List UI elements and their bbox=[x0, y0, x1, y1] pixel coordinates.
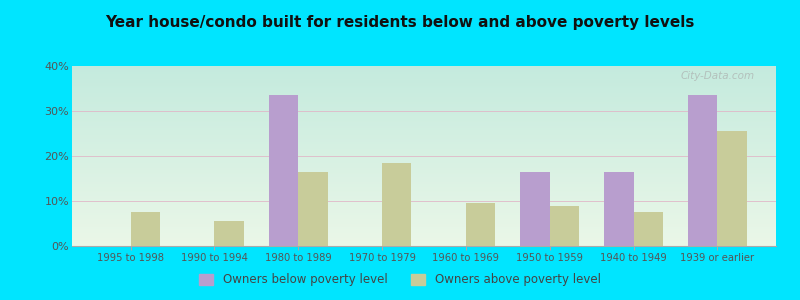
Bar bbox=[298, 172, 328, 246]
Bar bbox=[269, 95, 298, 246]
Bar bbox=[634, 212, 663, 246]
Bar bbox=[718, 131, 746, 246]
Bar bbox=[130, 212, 160, 246]
Legend: Owners below poverty level, Owners above poverty level: Owners below poverty level, Owners above… bbox=[194, 269, 606, 291]
Bar bbox=[604, 172, 634, 246]
Bar bbox=[550, 206, 579, 246]
Bar bbox=[688, 95, 718, 246]
Text: Year house/condo built for residents below and above poverty levels: Year house/condo built for residents bel… bbox=[106, 15, 694, 30]
Bar bbox=[382, 163, 411, 246]
Bar bbox=[520, 172, 550, 246]
Text: City-Data.com: City-Data.com bbox=[681, 71, 755, 81]
Bar bbox=[466, 203, 495, 246]
Bar bbox=[214, 221, 244, 246]
